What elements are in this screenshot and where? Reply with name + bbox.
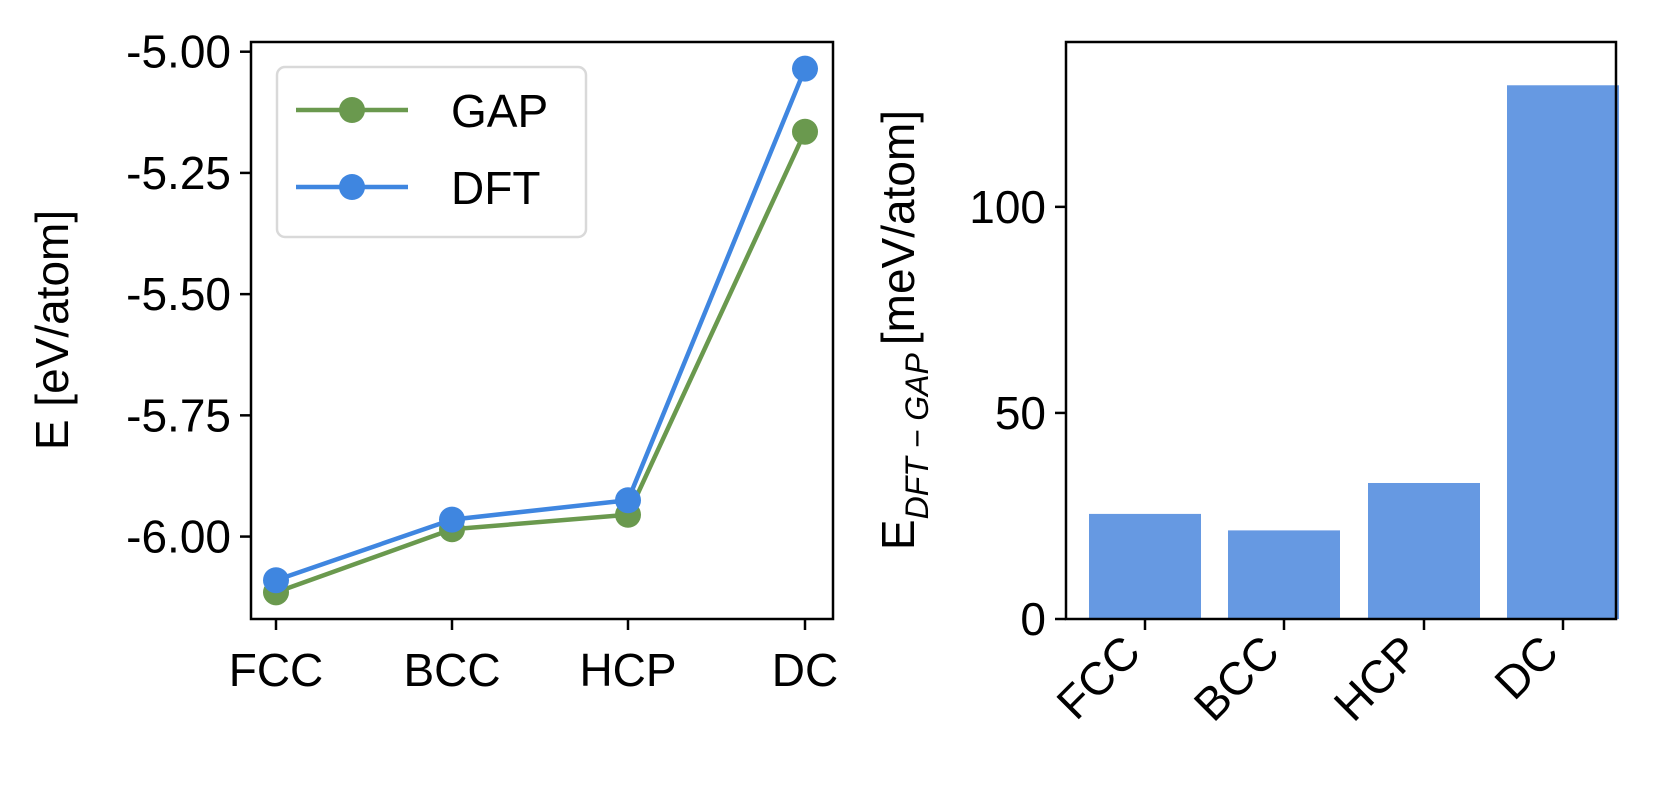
bar-dc bbox=[1507, 85, 1619, 619]
bar-chart-x-axis: FCC BCC HCP DC bbox=[1046, 619, 1568, 731]
y-tick-label: -6.00 bbox=[126, 511, 231, 563]
legend-dft-label: DFT bbox=[451, 162, 540, 214]
legend-dft-marker bbox=[339, 174, 365, 200]
y-tick-label: -5.75 bbox=[126, 389, 231, 441]
data-point-dft bbox=[792, 55, 818, 82]
data-point-dft bbox=[439, 506, 465, 533]
y-tick-label: 50 bbox=[995, 387, 1046, 439]
y-tick-label: 100 bbox=[969, 181, 1046, 233]
bar-chart-y-label-main: E bbox=[872, 519, 924, 550]
x-tick-label: FCC bbox=[1046, 625, 1150, 729]
bar-fcc bbox=[1089, 513, 1201, 619]
x-tick-label: BCC bbox=[403, 644, 500, 696]
x-tick-label: HCP bbox=[579, 644, 676, 696]
data-point-dft bbox=[263, 567, 289, 594]
bar-chart-panel: 0 50 100 FCC BCC HCP DC EDFT − GAP [meV/atom] bbox=[872, 40, 1619, 731]
legend-gap-label: GAP bbox=[451, 85, 548, 137]
x-tick-label: DC bbox=[772, 644, 838, 696]
data-point-gap bbox=[792, 118, 818, 145]
bar-chart-y-label: EDFT − GAP [meV/atom] bbox=[872, 110, 935, 550]
line-chart-frame bbox=[249, 40, 835, 621]
legend-gap-marker bbox=[339, 97, 365, 123]
bar-chart-frame bbox=[1064, 40, 1618, 621]
bar-chart-bars bbox=[1089, 85, 1619, 619]
x-tick-label: FCC bbox=[229, 644, 324, 696]
bar-chart-y-label-sub: DFT − GAP bbox=[899, 352, 935, 519]
y-tick-label: -5.50 bbox=[126, 268, 231, 320]
line-chart-panel: -5.00 -5.25 -5.50 -5.75 -6.00 FCC BCC HCP DC E … bbox=[26, 26, 838, 696]
x-tick-label: DC bbox=[1484, 625, 1568, 709]
bar-hcp bbox=[1368, 482, 1480, 619]
line-chart-y-axis: -5.00 -5.25 -5.50 -5.75 -6.00 bbox=[126, 26, 251, 563]
y-tick-label: -5.00 bbox=[126, 26, 231, 78]
x-tick-label: HCP bbox=[1324, 625, 1429, 730]
y-tick-label: 0 bbox=[1020, 593, 1046, 645]
line-chart-y-label: E [eV/atom] bbox=[26, 210, 78, 450]
series-line-gap bbox=[275, 130, 808, 595]
series-line-dft bbox=[275, 67, 808, 583]
y-tick-label: -5.25 bbox=[126, 147, 231, 199]
data-point-dft bbox=[615, 487, 641, 514]
bar-chart-y-axis: 0 50 100 bbox=[969, 181, 1066, 645]
bar-bcc bbox=[1228, 530, 1340, 619]
bar-chart-y-label-unit: [meV/atom] bbox=[872, 110, 924, 345]
x-tick-label: BCC bbox=[1184, 625, 1289, 730]
line-chart-legend: GAP DFT bbox=[275, 65, 588, 239]
line-chart-x-axis: FCC BCC HCP DC bbox=[229, 619, 838, 696]
line-chart-series bbox=[263, 55, 818, 606]
